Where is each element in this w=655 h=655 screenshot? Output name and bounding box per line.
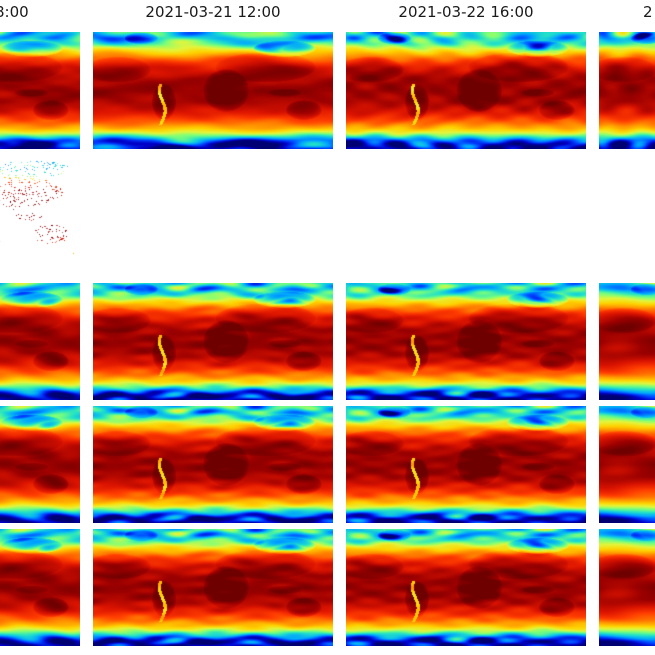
heatmap-image-r5c4 — [599, 529, 655, 646]
map-panel-r5c1 — [0, 529, 80, 646]
heatmap-image-r3c4 — [599, 283, 655, 400]
map-panel-r1c2 — [93, 32, 333, 149]
heatmap-image-r1c1 — [0, 32, 80, 149]
heatmap-image-r3c1 — [0, 283, 80, 400]
heatmap-image-r4c3 — [346, 406, 586, 523]
column-title-2: 2021-03-21 12:00 — [145, 3, 281, 21]
map-panel-r3c4 — [599, 283, 655, 400]
obs-panel — [0, 157, 80, 273]
map-panel-r1c3 — [346, 32, 586, 149]
heatmap-image-r5c3 — [346, 529, 586, 646]
column-title-4: 2 — [643, 3, 653, 21]
heatmap-image-r5c2 — [93, 529, 333, 646]
heatmap-image-r4c1 — [0, 406, 80, 523]
heatmap-image-r3c3 — [346, 283, 586, 400]
heatmap-image-r3c2 — [93, 283, 333, 400]
map-panel-r1c1 — [0, 32, 80, 149]
map-panel-r4c2 — [93, 406, 333, 523]
map-panel-r3c3 — [346, 283, 586, 400]
map-panel-r3c2 — [93, 283, 333, 400]
heatmap-image-r4c2 — [93, 406, 333, 523]
column-title-1: 8:00 — [0, 3, 29, 21]
heatmap-image-r1c4 — [599, 32, 655, 149]
map-panel-r4c1 — [0, 406, 80, 523]
heatmap-image-r1c3 — [346, 32, 586, 149]
map-panel-r1c4 — [599, 32, 655, 149]
map-panel-r4c3 — [346, 406, 586, 523]
map-panel-r5c4 — [599, 529, 655, 646]
heatmap-image-r1c2 — [93, 32, 333, 149]
map-panel-r5c2 — [93, 529, 333, 646]
obs-scatter-image — [0, 157, 80, 273]
column-title-3: 2021-03-22 16:00 — [398, 3, 534, 21]
map-panel-r5c3 — [346, 529, 586, 646]
map-panel-r3c1 — [0, 283, 80, 400]
heatmap-image-r4c4 — [599, 406, 655, 523]
map-panel-r4c4 — [599, 406, 655, 523]
heatmap-image-r5c1 — [0, 529, 80, 646]
